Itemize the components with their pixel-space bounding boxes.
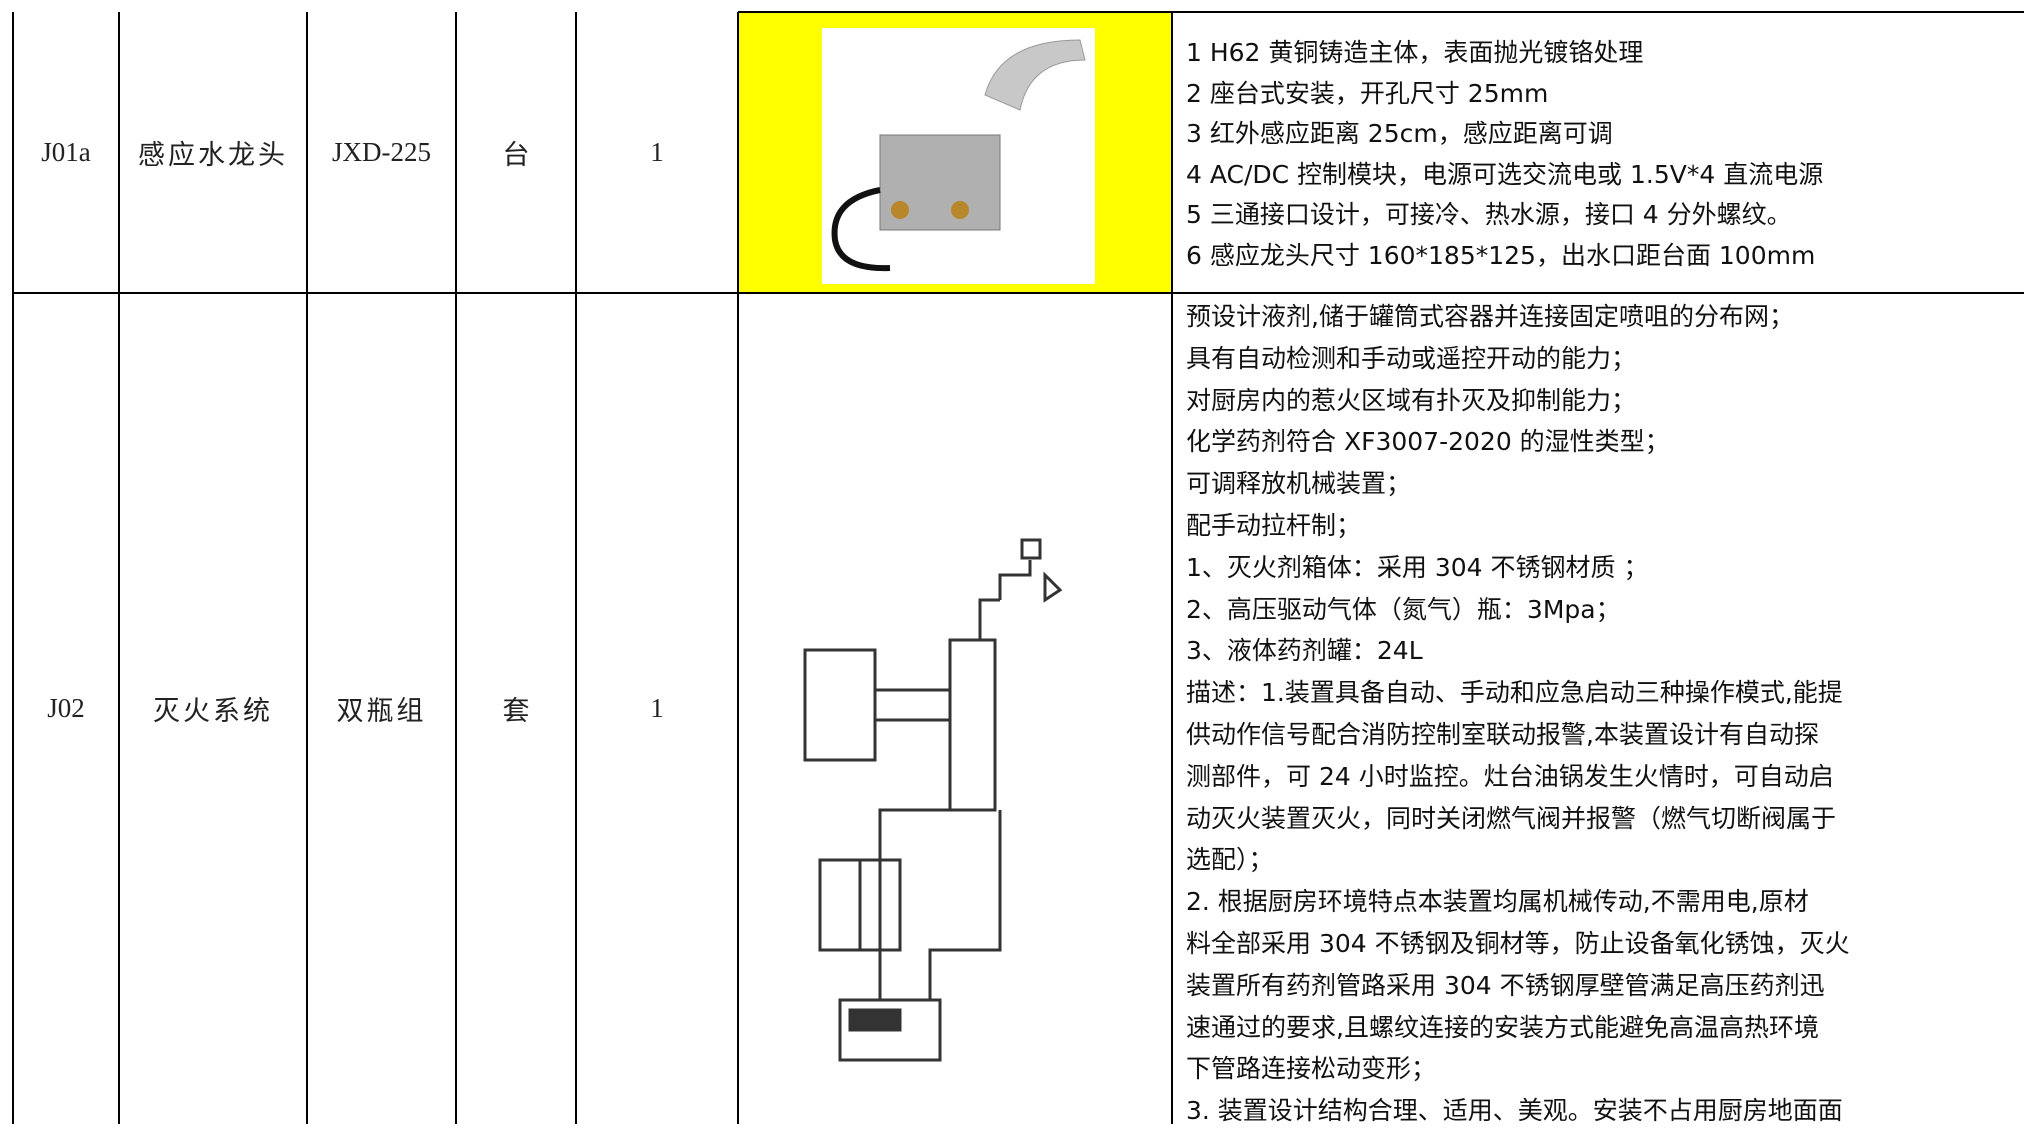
description-line: 测部件，可 24 小时监控。灶台油锅发生火情时，可自动启: [1186, 761, 1834, 791]
cell-code: J01a: [41, 137, 91, 167]
description-line: 1、灭火剂箱体：采用 304 不锈钢材质 ；: [1186, 552, 1649, 582]
description-line: 可调释放机械装置；: [1186, 469, 1412, 499]
description-line: 6 感应龙头尺寸 160*185*125，出水口距台面 100mm: [1186, 241, 1816, 270]
system-diagram: [785, 523, 1097, 1071]
description-line: 速通过的要求,且螺纹连接的安装方式能避免高温高热环境: [1186, 1012, 1819, 1042]
description-line: 2. 根据厨房环境特点本装置均属机械传动,不需用电,原材: [1186, 887, 1809, 917]
description-line: 下管路连接松动变形；: [1186, 1054, 1437, 1084]
description-line: 1 H62 黄铜铸造主体，表面抛光镀铬处理: [1186, 38, 1644, 67]
description-line: 对厨房内的惹火区域有扑灭及抑制能力；: [1186, 385, 1637, 415]
description-line: 具有自动检测和手动或遥控开动的能力；: [1186, 343, 1637, 373]
description-line: 3、液体药剂罐：24L: [1186, 636, 1423, 666]
description-line: 化学药剂符合 XF3007-2020 的湿性类型；: [1186, 427, 1670, 457]
cell-qty: 1: [650, 693, 664, 723]
cell-model: JXD-225: [332, 137, 431, 167]
cell-qty: 1: [650, 137, 664, 167]
description-line: 3 红外感应距离 25cm，感应距离可调: [1186, 119, 1613, 149]
description-line: 装置所有药剂管路采用 304 不锈钢厚壁管满足高压药剂迅: [1186, 970, 1825, 1000]
cell-name: 灭火系统: [153, 696, 273, 726]
grid-lines: [12, 11, 2024, 1124]
cell-model: 双瓶组: [336, 696, 427, 726]
description-line: 4 AC/DC 控制模块，电源可选交流电或 1.5V*4 直流电源: [1186, 159, 1824, 189]
description-line: 预设计液剂,储于罐筒式容器并连接固定喷咀的分布网；: [1186, 302, 1794, 331]
description-line: 5 三通接口设计，可接冷、热水源，接口 4 分外螺纹。: [1186, 200, 1792, 230]
description-line: 供动作信号配合消防控制室联动报警,本装置设计有自动探: [1186, 720, 1819, 749]
description-line: 配手动拉杆制；: [1186, 511, 1362, 540]
description-line: 3. 装置设计结构合理、适用、美观。安装不占用厨房地面面: [1186, 1096, 1843, 1126]
faucet-photo: [822, 28, 1095, 284]
cell-unit: 台: [502, 140, 530, 170]
cell-name: 感应水龙头: [138, 140, 288, 170]
description-line: 料全部采用 304 不锈钢及铜材等，防止设备氧化锈蚀，灭火: [1186, 929, 1850, 958]
description-line: 2、高压驱动气体（氮气）瓶：3Mpa；: [1186, 594, 1621, 624]
description-line: 2 座台式安装，开孔尺寸 25mm: [1186, 78, 1549, 108]
description-line: 动灭火装置灭火，同时关闭燃气阀并报警（燃气切断阀属于: [1186, 803, 1837, 833]
cell-code: J02: [47, 693, 85, 723]
cell-unit: 套: [502, 696, 530, 726]
description-line: 选配）；: [1186, 845, 1274, 875]
description-line: 描述：1.装置具备自动、手动和应急启动三种操作模式,能提: [1186, 678, 1843, 708]
